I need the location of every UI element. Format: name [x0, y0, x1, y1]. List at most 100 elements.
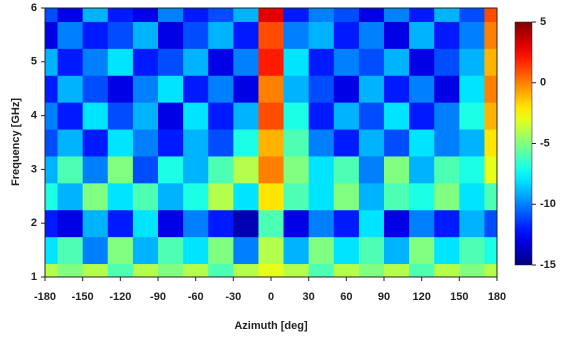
heatmap-cell — [384, 155, 410, 184]
heatmap-cell — [333, 48, 360, 76]
x-tick-label: -90 — [150, 291, 166, 303]
heatmap-cell — [158, 236, 184, 265]
heatmap-cell — [459, 209, 485, 238]
heatmap-cell — [484, 129, 497, 157]
heatmap-cell — [107, 155, 134, 184]
heatmap-cell — [333, 236, 360, 265]
heatmap-cell — [434, 8, 460, 22]
heatmap-cell — [107, 8, 134, 22]
heatmap-cell — [484, 48, 497, 76]
heatmap-cell — [158, 102, 184, 130]
y-tick-label: 1 — [31, 271, 37, 283]
heatmap-cell — [233, 182, 259, 211]
heatmap-cell — [82, 209, 109, 238]
heatmap-cell — [409, 8, 435, 22]
heatmap-cell — [208, 129, 234, 157]
heatmap-cell — [384, 209, 410, 238]
y-tick-label: 5 — [31, 56, 37, 68]
colorbar-tick-label: -5 — [540, 137, 550, 149]
heatmap-cell — [233, 155, 259, 184]
heatmap-cell — [308, 209, 335, 238]
x-tick-label: 60 — [340, 291, 352, 303]
heatmap-cell — [132, 209, 159, 238]
heatmap-cell — [308, 48, 335, 76]
heatmap-cell — [57, 21, 84, 49]
heatmap-cell — [158, 21, 184, 49]
heatmap-cell — [459, 21, 485, 49]
heatmap-cell — [308, 102, 335, 130]
heatmap-cell — [459, 129, 485, 157]
heatmap-cell — [208, 236, 234, 265]
heatmap-cell — [82, 21, 109, 49]
heatmap-cell — [45, 21, 59, 49]
heatmap-cell — [132, 263, 159, 277]
heatmap-cell — [258, 129, 285, 157]
heatmap-cell — [384, 21, 410, 49]
heatmap — [45, 8, 497, 277]
heatmap-cell — [45, 182, 59, 211]
heatmap-cell — [308, 155, 335, 184]
heatmap-cell — [208, 182, 234, 211]
heatmap-cell — [484, 21, 497, 49]
heatmap-cell — [45, 236, 59, 265]
heatmap-cell — [283, 263, 310, 277]
heatmap-cell — [45, 8, 59, 22]
heatmap-cell — [208, 75, 234, 103]
heatmap-cell — [57, 75, 84, 103]
heatmap-cell — [308, 21, 335, 49]
heatmap-cell — [484, 182, 497, 211]
heatmap-cell — [358, 236, 385, 265]
heatmap-cell — [409, 48, 435, 76]
heatmap-cell — [333, 102, 360, 130]
heatmap-cell — [258, 75, 285, 103]
heatmap-cell — [358, 102, 385, 130]
heatmap-cell — [82, 75, 109, 103]
heatmap-cell — [82, 102, 109, 130]
heatmap-cell — [258, 263, 285, 277]
heatmap-cell — [45, 155, 59, 184]
heatmap-cell — [258, 21, 285, 49]
heatmap-cell — [333, 75, 360, 103]
heatmap-cell — [459, 182, 485, 211]
heatmap-cell — [208, 209, 234, 238]
heatmap-cell — [132, 102, 159, 130]
colorbar-tick-label: 5 — [540, 16, 546, 28]
heatmap-cell — [132, 236, 159, 265]
heatmap-cell — [333, 129, 360, 157]
heatmap-cell — [308, 129, 335, 157]
x-axis-label: Azimuth [deg] — [234, 320, 308, 332]
heatmap-cell — [233, 8, 259, 22]
y-tick-label: 3 — [31, 163, 37, 175]
heatmap-cell — [258, 48, 285, 76]
heatmap-cell — [57, 8, 84, 22]
heatmap-cell — [258, 182, 285, 211]
heatmap-cell — [459, 102, 485, 130]
heatmap-cell — [258, 155, 285, 184]
heatmap-cell — [233, 75, 259, 103]
heatmap-cell — [107, 48, 134, 76]
heatmap-cell — [107, 263, 134, 277]
heatmap-cell — [57, 48, 84, 76]
heatmap-cell — [434, 236, 460, 265]
heatmap-cell — [434, 209, 460, 238]
heatmap-cell — [57, 155, 84, 184]
heatmap-cell — [132, 8, 159, 22]
heatmap-cell — [358, 129, 385, 157]
heatmap-cell — [384, 263, 410, 277]
heatmap-cell — [107, 236, 134, 265]
heatmap-cell — [45, 209, 59, 238]
heatmap-cell — [183, 48, 209, 76]
heatmap-cell — [132, 129, 159, 157]
heatmap-cell — [283, 21, 310, 49]
heatmap-cell — [258, 8, 285, 22]
heatmap-cell — [107, 75, 134, 103]
heatmap-cell — [233, 129, 259, 157]
heatmap-cell — [158, 182, 184, 211]
heatmap-cell — [358, 182, 385, 211]
heatmap-cell — [107, 209, 134, 238]
heatmap-cell — [183, 129, 209, 157]
heatmap-cell — [107, 182, 134, 211]
heatmap-cell — [158, 48, 184, 76]
heatmap-cell — [358, 21, 385, 49]
heatmap-cell — [409, 155, 435, 184]
